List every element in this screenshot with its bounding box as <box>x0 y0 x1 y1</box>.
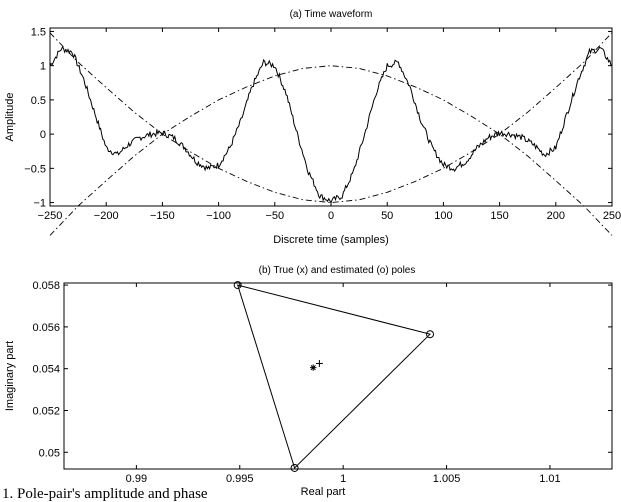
x-tick-label: 0.995 <box>226 473 254 485</box>
estimated-pole-marker <box>290 463 299 472</box>
y-tick-label: 1 <box>40 61 46 73</box>
panel-a-series-line <box>49 32 613 204</box>
panel-b-axes-box <box>63 282 613 470</box>
y-tick-label: −1 <box>33 198 46 210</box>
x-tick-label: 50 <box>381 210 393 222</box>
y-tick-label: 1.5 <box>31 26 46 38</box>
y-tick-label: 0.5 <box>31 95 46 107</box>
figure-caption: 1. Pole-pair's amplitude and phase <box>2 486 208 502</box>
y-tick-label: −0.5 <box>24 163 46 175</box>
x-tick-label: −250 <box>38 210 63 222</box>
estimated-pole-marker <box>426 330 435 339</box>
x-tick-label: 1 <box>340 473 346 485</box>
panel-b-ylabel: Imaginary part <box>4 341 16 411</box>
x-tick-label: −100 <box>206 210 231 222</box>
panel-b: (b) True (x) and estimated (o) poles 0.9… <box>4 265 613 498</box>
x-tick-label: 1.01 <box>539 473 560 485</box>
y-tick-label: 0.052 <box>32 405 60 417</box>
true-pole-marker <box>315 359 323 367</box>
y-tick-label: 0.058 <box>32 280 60 292</box>
x-tick-label: −200 <box>94 210 119 222</box>
y-tick-label: 0.054 <box>32 364 60 376</box>
x-tick-label: 0 <box>328 210 334 222</box>
panel-a-series-line <box>49 46 613 205</box>
x-tick-label: 150 <box>490 210 508 222</box>
estimated-pole-marker <box>233 281 242 290</box>
x-tick-label: −50 <box>265 210 284 222</box>
panel-a-axes-box <box>49 27 613 207</box>
panel-a-series-line <box>49 65 613 236</box>
x-tick-label: 200 <box>547 210 565 222</box>
panel-b-x-ticks: 0.99 0.995 1 1.005 1.01 <box>126 283 561 485</box>
panel-a: (a) Time waveform −250 −200 −150 −100 −50 0 50… <box>4 9 621 246</box>
panel-b-xlabel: Real part <box>301 486 346 498</box>
panel-b-title: (b) True (x) and estimated (o) poles <box>259 265 416 276</box>
panel-b-y-ticks: 0.05 0.052 0.054 0.056 0.058 <box>32 280 612 459</box>
x-tick-label: 0.99 <box>126 473 147 485</box>
panel-a-ylabel: Amplitude <box>4 93 16 142</box>
panel-a-title: (a) Time waveform <box>290 9 373 20</box>
panel-b-marks <box>233 281 435 472</box>
x-tick-label: 1.005 <box>433 473 461 485</box>
estimated-poles-triangle <box>236 284 431 469</box>
x-tick-label: 100 <box>434 210 452 222</box>
y-tick-label: 0 <box>40 129 46 141</box>
y-tick-label: 0.05 <box>39 447 60 459</box>
panel-a-y-ticks: −1 −0.5 0 0.5 1 1.5 <box>24 26 612 210</box>
y-tick-label: 0.056 <box>32 322 60 334</box>
x-tick-label: 250 <box>603 210 621 222</box>
panel-a-xlabel: Discrete time (samples) <box>273 234 389 246</box>
centroid-star-marker <box>309 364 317 371</box>
panel-a-x-ticks: −250 −200 −150 −100 −50 0 50 100 150 200 250 <box>38 28 621 222</box>
x-tick-label: −150 <box>150 210 175 222</box>
